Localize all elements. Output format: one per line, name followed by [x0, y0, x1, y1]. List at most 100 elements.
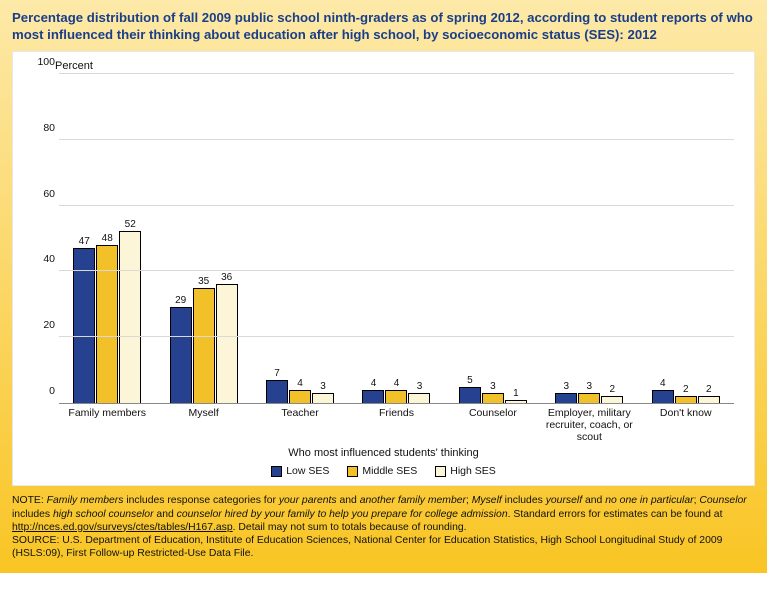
- bar-wrap: 2: [698, 74, 720, 403]
- bar-value-label: 36: [221, 273, 232, 283]
- bar-wrap: 2: [675, 74, 697, 403]
- bar: [193, 288, 215, 404]
- bar-wrap: 4: [289, 74, 311, 403]
- bar-value-label: 4: [297, 379, 303, 389]
- gridline: [59, 205, 734, 206]
- gridline: [59, 73, 734, 74]
- bar-wrap: 35: [193, 74, 215, 403]
- y-tick-label: 80: [31, 122, 55, 134]
- source-label: SOURCE:: [12, 535, 59, 546]
- y-tick-label: 100: [31, 56, 55, 68]
- bar-wrap: 1: [505, 74, 527, 403]
- bar: [555, 393, 577, 403]
- bar-group: 3 3 2: [541, 74, 637, 403]
- bar-value-label: 3: [564, 382, 570, 392]
- bar: [408, 393, 430, 403]
- legend-label: Middle SES: [362, 465, 417, 477]
- bar-wrap: 3: [408, 74, 430, 403]
- bar-wrap: 47: [73, 74, 95, 403]
- gridline: [59, 336, 734, 337]
- legend-swatch: [347, 466, 358, 477]
- bar: [698, 396, 720, 403]
- bar: [601, 396, 623, 403]
- bar: [119, 231, 141, 403]
- category-label: Teacher: [252, 404, 348, 443]
- bar: [266, 380, 288, 403]
- category-labels-row: Family membersMyselfTeacherFriendsCounse…: [59, 404, 734, 443]
- bar-group: 53 1: [445, 74, 541, 403]
- category-label: Family members: [59, 404, 155, 443]
- bar: [312, 393, 334, 403]
- bar-wrap: 3: [555, 74, 577, 403]
- legend-item: High SES: [435, 465, 496, 477]
- bar-value-label: 47: [79, 237, 90, 247]
- bar-value-label: 4: [660, 379, 666, 389]
- bar-value-label: 35: [198, 277, 209, 287]
- category-label: Employer, military recruiter, coach, or …: [541, 404, 637, 443]
- bar-wrap: 4: [652, 74, 674, 403]
- source-text: U.S. Department of Education, Institute …: [12, 535, 722, 559]
- chart-area: 474852293536743443531332422 020406080100: [59, 74, 734, 404]
- gridline: [59, 270, 734, 271]
- bar-wrap: 29: [170, 74, 192, 403]
- bar-group: 29 35 36: [155, 74, 251, 403]
- bar-wrap: 4: [385, 74, 407, 403]
- legend-label: High SES: [450, 465, 496, 477]
- legend-item: Middle SES: [347, 465, 417, 477]
- y-tick-label: 0: [31, 385, 55, 397]
- category-label: Friends: [348, 404, 444, 443]
- bar-value-label: 2: [610, 385, 616, 395]
- y-tick-label: 60: [31, 188, 55, 200]
- bar: [96, 245, 118, 403]
- bar-group: 7 4 3: [252, 74, 348, 403]
- bar-wrap: 36: [216, 74, 238, 403]
- bar-value-label: 29: [175, 296, 186, 306]
- bar-group: 4 4 3: [348, 74, 444, 403]
- bar-wrap: 3: [482, 74, 504, 403]
- x-axis-label: Who most influenced students' thinking: [27, 447, 740, 459]
- y-tick-label: 20: [31, 319, 55, 331]
- plot-panel: Percent 474852293536743443531332422 0204…: [12, 51, 755, 486]
- y-tick-label: 40: [31, 253, 55, 265]
- chart-title: Percentage distribution of fall 2009 pub…: [12, 10, 755, 43]
- bar-wrap: 7: [266, 74, 288, 403]
- legend-swatch: [435, 466, 446, 477]
- bar: [362, 390, 384, 403]
- bar-value-label: 48: [102, 234, 113, 244]
- bar-wrap: 3: [578, 74, 600, 403]
- bar-value-label: 3: [320, 382, 326, 392]
- bar-value-label: 4: [394, 379, 400, 389]
- legend-swatch: [271, 466, 282, 477]
- gridline: [59, 139, 734, 140]
- bar: [459, 387, 481, 404]
- bar: [675, 396, 697, 403]
- legend-item: Low SES: [271, 465, 329, 477]
- legend-label: Low SES: [286, 465, 329, 477]
- bar: [170, 307, 192, 403]
- bar-value-label: 1: [513, 389, 519, 399]
- category-label: Myself: [155, 404, 251, 443]
- bar-wrap: 2: [601, 74, 623, 403]
- bar-wrap: 4: [362, 74, 384, 403]
- bar: [482, 393, 504, 403]
- bar-value-label: 3: [587, 382, 593, 392]
- bar: [578, 393, 600, 403]
- bar-value-label: 2: [706, 385, 712, 395]
- legend: Low SES Middle SES High SES: [27, 465, 740, 477]
- bar-value-label: 4: [371, 379, 377, 389]
- figure-notes: NOTE: Family members includes response c…: [12, 494, 755, 561]
- note-label: NOTE:: [12, 495, 44, 506]
- bar: [289, 390, 311, 403]
- y-axis-label: Percent: [55, 60, 740, 72]
- bar-value-label: 7: [274, 369, 280, 379]
- bar-group: 47 48 52: [59, 74, 155, 403]
- bar: [652, 390, 674, 403]
- bar-value-label: 2: [683, 385, 689, 395]
- bar-value-label: 52: [125, 220, 136, 230]
- bar: [385, 390, 407, 403]
- bar-wrap: 48: [96, 74, 118, 403]
- bar-value-label: 3: [490, 382, 496, 392]
- bar-value-label: 3: [417, 382, 423, 392]
- bar-wrap: 5: [459, 74, 481, 403]
- bar-wrap: 3: [312, 74, 334, 403]
